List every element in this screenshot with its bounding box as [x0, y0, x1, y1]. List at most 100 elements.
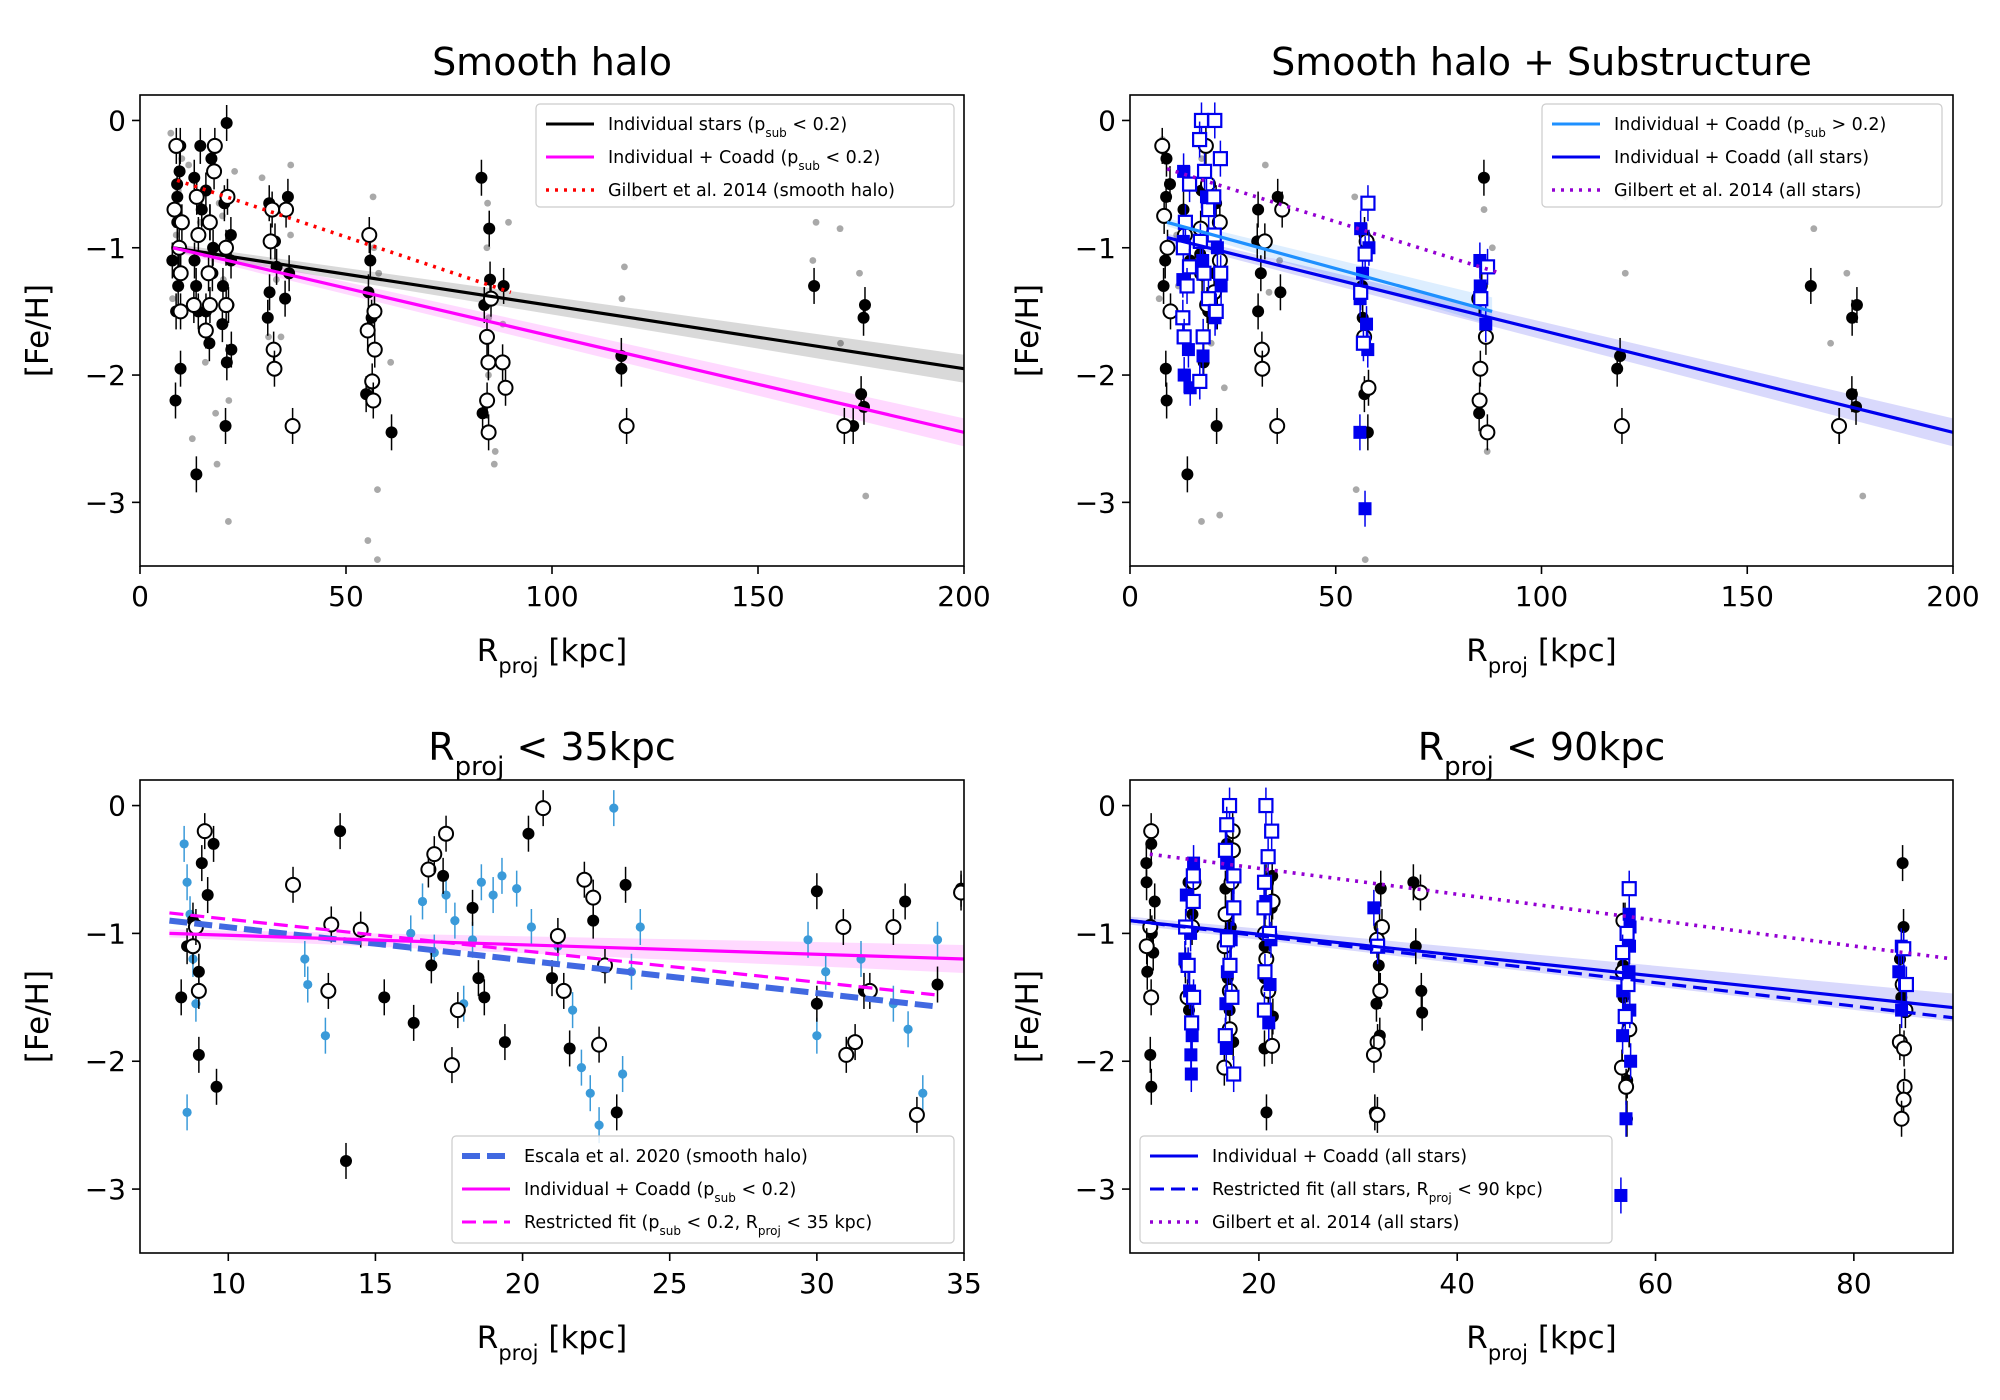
filled-point	[261, 311, 274, 324]
filled-point	[619, 878, 632, 891]
cyan-point	[488, 890, 498, 900]
open-point	[494, 354, 511, 371]
filled-point	[472, 972, 485, 985]
filled-point	[207, 241, 220, 254]
open-square	[1621, 881, 1637, 897]
open-point	[576, 871, 593, 888]
open-point	[197, 322, 214, 339]
filled-point	[1271, 190, 1284, 203]
open-square	[1185, 989, 1202, 1005]
legend-label: Individual + Coadd (psub > 0.2)	[1614, 115, 1886, 140]
open-point	[172, 303, 189, 320]
filled-square	[1624, 1054, 1638, 1068]
filled-square	[1177, 368, 1191, 382]
x-axis-label: Rproj [kpc]	[477, 633, 627, 678]
gray-point	[1261, 161, 1269, 169]
cyan-point	[182, 877, 192, 887]
open-point	[1613, 417, 1630, 434]
open-point	[185, 297, 202, 314]
cyan-point	[450, 916, 460, 926]
panel-1: Smooth halo Rproj [kpc] [Fe/H] 0 50 100 150 200…	[20, 40, 991, 678]
filled-point	[216, 279, 229, 292]
filled-point	[615, 362, 628, 375]
filled-point	[173, 165, 186, 178]
gray-point	[277, 333, 285, 341]
filled-point	[192, 1048, 205, 1061]
filled-square	[1184, 1048, 1198, 1062]
filled-point	[610, 1106, 623, 1119]
axes-frame	[139, 94, 965, 567]
open-point	[908, 1106, 925, 1123]
legend-label: Gilbert et al. 2014 (all stars)	[1212, 1213, 1459, 1233]
open-point	[1618, 1078, 1635, 1095]
open-point	[366, 341, 383, 358]
filled-point	[1144, 1048, 1157, 1061]
filled-point	[201, 889, 214, 902]
open-point	[320, 982, 337, 999]
x-tick-label: 60	[1638, 1267, 1674, 1300]
y-tick-label: −1	[85, 232, 126, 265]
cyan-point	[618, 1069, 628, 1079]
open-point	[585, 889, 602, 906]
open-square	[1196, 163, 1213, 179]
filled-point	[1157, 279, 1170, 292]
gray-point	[1827, 339, 1834, 347]
open-point	[1472, 360, 1489, 377]
open-square	[1206, 189, 1222, 205]
filled-point	[1415, 984, 1428, 997]
gray-point	[484, 199, 491, 207]
filled-point	[1160, 190, 1173, 203]
filled-square	[1616, 1029, 1630, 1043]
filled-point	[1850, 299, 1863, 312]
open-square	[1195, 329, 1211, 345]
gray-point	[491, 448, 499, 455]
open-point	[1274, 201, 1291, 218]
open-square	[1175, 310, 1191, 326]
y-tick-label: −1	[1075, 917, 1116, 950]
axes-frame	[139, 779, 965, 1254]
open-point	[284, 417, 301, 434]
filled-point	[1254, 267, 1267, 280]
open-square	[1260, 849, 1276, 865]
filled-point	[220, 117, 233, 130]
gray-point	[837, 339, 844, 347]
open-point	[1143, 989, 1160, 1006]
cyan-point	[918, 1088, 928, 1098]
filled-square	[1367, 901, 1381, 915]
open-square	[1226, 868, 1242, 884]
open-point	[166, 201, 183, 218]
x-tick-label: 50	[328, 580, 364, 613]
filled-point	[483, 222, 496, 235]
open-square	[1226, 900, 1242, 916]
gray-point	[265, 333, 272, 341]
open-square	[1256, 1002, 1273, 1018]
open-square	[1222, 957, 1238, 973]
x-tick-label: 80	[1836, 1267, 1872, 1300]
open-square	[1181, 176, 1198, 192]
filled-square	[1479, 317, 1493, 331]
open-point	[201, 214, 218, 231]
open-square	[1355, 335, 1372, 351]
filled-point	[219, 419, 232, 432]
open-point	[173, 214, 190, 231]
gray-point	[1843, 269, 1851, 277]
open-point	[847, 1034, 864, 1051]
open-point	[591, 1036, 608, 1053]
open-point	[190, 982, 207, 999]
open-square	[1219, 817, 1235, 833]
filled-point	[810, 997, 823, 1010]
open-point	[497, 379, 514, 396]
x-tick-label: 50	[1318, 580, 1354, 613]
cyan-point	[512, 884, 522, 894]
filled-point	[1477, 171, 1490, 184]
gray-point	[201, 358, 209, 366]
open-square	[1619, 925, 1635, 942]
filled-point	[476, 407, 489, 420]
gray-point	[287, 231, 294, 239]
filled-square	[1892, 965, 1906, 979]
filled-square	[1181, 343, 1195, 357]
open-point	[618, 417, 635, 434]
gray-point	[364, 537, 372, 544]
legend-label: Individual + Coadd (all stars)	[1614, 148, 1869, 168]
gray-point	[505, 218, 512, 226]
